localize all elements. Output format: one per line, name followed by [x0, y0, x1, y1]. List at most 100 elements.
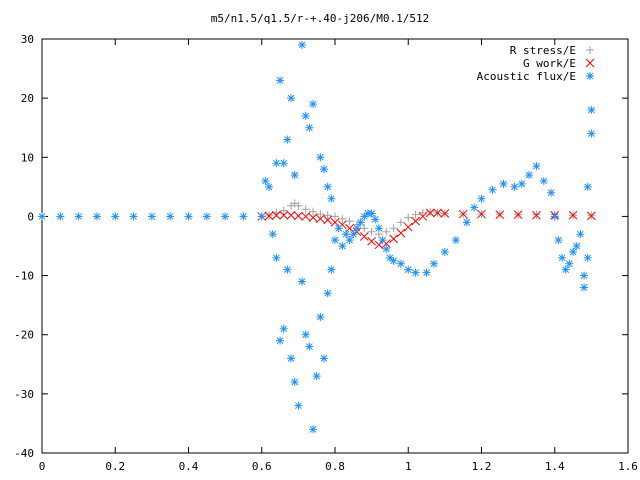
data-point [309, 207, 318, 216]
data-point [320, 354, 329, 363]
data-point [580, 283, 589, 292]
data-point [38, 212, 46, 221]
x-tick-label: 0 [39, 460, 46, 473]
data-point [283, 135, 292, 144]
data-point [396, 218, 405, 227]
data-point [411, 210, 420, 219]
legend-label: R stress/E [510, 44, 576, 57]
data-point [294, 201, 303, 210]
data-point [264, 211, 274, 221]
data-point [301, 111, 310, 120]
data-point [323, 211, 332, 220]
axis-ticks: 0 0.2 0.4 0.6 0.8 1 1.2 1.4 1.6 -40 -30 -20 -10 0 10 20… [14, 33, 638, 473]
data-point [290, 378, 299, 387]
data-point [510, 182, 519, 191]
data-point [323, 215, 333, 225]
data-point [382, 244, 391, 253]
data-marks [38, 40, 596, 434]
data-point [440, 209, 450, 218]
data-point [367, 227, 376, 236]
data-point [315, 214, 325, 224]
data-point [580, 271, 589, 280]
x-tick-label: 0.8 [325, 460, 345, 473]
data-point [345, 217, 354, 226]
plot-frame [41, 38, 629, 454]
data-point [429, 259, 438, 268]
data-point [283, 265, 292, 274]
data-point [301, 205, 310, 214]
data-point [477, 194, 486, 203]
data-point [279, 206, 288, 215]
data-point [323, 289, 332, 298]
data-point [309, 100, 318, 109]
data-point [327, 194, 336, 203]
data-point [367, 209, 376, 218]
data-point [276, 336, 285, 345]
data-point [477, 209, 486, 219]
data-point [576, 230, 585, 239]
data-point [532, 210, 541, 220]
data-point [382, 227, 391, 236]
data-point [286, 210, 296, 220]
data-point [294, 211, 303, 221]
data-point [359, 232, 369, 241]
data-point [338, 242, 347, 250]
data-point [305, 123, 314, 132]
data-point [374, 224, 383, 233]
data-point [147, 212, 156, 221]
data-point [587, 129, 596, 138]
data-point [389, 256, 398, 265]
data-point [316, 153, 325, 162]
data-point [316, 312, 325, 321]
x-tick-label: 1.2 [472, 460, 492, 473]
data-point [513, 210, 523, 220]
data-point [356, 218, 365, 227]
data-point [451, 236, 460, 245]
data-point [345, 223, 355, 233]
y-tick-label: 10 [21, 151, 34, 164]
data-point [202, 212, 211, 221]
data-point [334, 224, 343, 233]
data-point [265, 182, 274, 191]
data-point [287, 354, 296, 363]
data-point [111, 212, 120, 221]
data-point [301, 330, 310, 339]
x-tick-label: 0.4 [179, 460, 199, 473]
data-point [272, 253, 281, 262]
data-point [396, 259, 405, 268]
x-tick-label: 0.2 [105, 460, 125, 473]
data-point [374, 240, 384, 250]
data-point [440, 247, 449, 256]
data-point [470, 203, 479, 212]
data-point [129, 212, 138, 221]
data-point [272, 159, 281, 168]
data-point [404, 265, 413, 274]
data-point [301, 212, 311, 221]
data-point [517, 179, 526, 188]
data-point [495, 210, 505, 220]
data-point [338, 214, 347, 223]
y-tick-label: -40 [14, 447, 34, 460]
data-point [488, 185, 497, 194]
data-point [587, 105, 596, 114]
data-point [569, 247, 578, 256]
data-point [279, 159, 288, 168]
x-tick-label: 1.6 [618, 460, 638, 473]
y-tick-label: 20 [21, 92, 34, 105]
y-tick-label: -10 [14, 270, 34, 283]
data-point [221, 212, 230, 221]
data-point [561, 265, 570, 274]
legend-marker [586, 72, 594, 80]
data-point [378, 236, 387, 245]
data-point [316, 210, 325, 219]
data-point [294, 401, 303, 410]
data-point [389, 234, 398, 244]
data-point [74, 212, 83, 221]
x-tick-label: 1.4 [545, 460, 565, 473]
data-point [257, 212, 266, 221]
data-point [403, 222, 413, 232]
data-point [309, 425, 318, 434]
data-point [360, 224, 369, 233]
data-point [568, 210, 578, 220]
